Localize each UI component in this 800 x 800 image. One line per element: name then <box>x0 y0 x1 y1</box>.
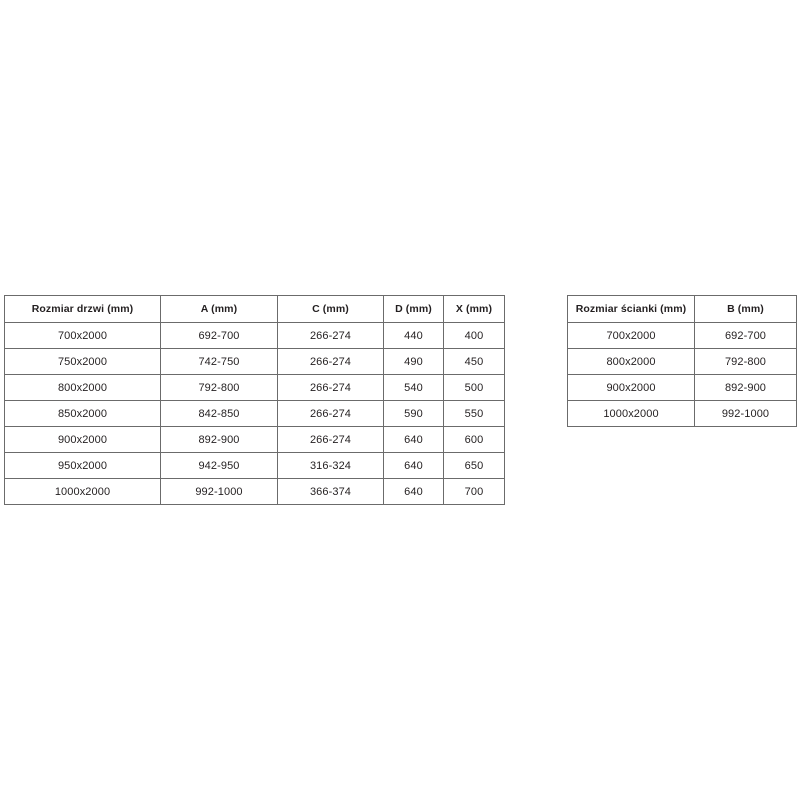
cell-c: 316-324 <box>277 452 384 479</box>
table-row: 850x2000 842-850 266-274 590 550 <box>4 400 505 427</box>
table-row: 700x2000 692-700 <box>567 322 797 349</box>
table-row: 800x2000 792-800 266-274 540 500 <box>4 374 505 401</box>
cell-size: 750x2000 <box>4 348 161 375</box>
cell-a: 942-950 <box>160 452 278 479</box>
cell-a: 892-900 <box>160 426 278 453</box>
doors-table-header-row: Rozmiar drzwi (mm) A (mm) C (mm) D (mm) … <box>4 295 505 323</box>
table-row: 1000x2000 992-1000 366-374 640 700 <box>4 478 505 505</box>
cell-size: 900x2000 <box>567 374 695 401</box>
table-row: 700x2000 692-700 266-274 440 400 <box>4 322 505 349</box>
cell-size: 1000x2000 <box>567 400 695 427</box>
doors-dimensions-table: Rozmiar drzwi (mm) A (mm) C (mm) D (mm) … <box>4 295 505 505</box>
table-row: 900x2000 892-900 <box>567 374 797 401</box>
table-row: 900x2000 892-900 266-274 640 600 <box>4 426 505 453</box>
cell-b: 992-1000 <box>694 400 797 427</box>
wall-table-header-row: Rozmiar ścianki (mm) B (mm) <box>567 295 797 323</box>
doors-col-header-c: C (mm) <box>277 295 384 323</box>
cell-size: 800x2000 <box>567 348 695 375</box>
cell-x: 400 <box>443 322 505 349</box>
doors-col-header-a: A (mm) <box>160 295 278 323</box>
table-row: 750x2000 742-750 266-274 490 450 <box>4 348 505 375</box>
cell-c: 366-374 <box>277 478 384 505</box>
cell-a: 792-800 <box>160 374 278 401</box>
cell-d: 440 <box>383 322 444 349</box>
table-row: 1000x2000 992-1000 <box>567 400 797 427</box>
table-row: 950x2000 942-950 316-324 640 650 <box>4 452 505 479</box>
cell-b: 892-900 <box>694 374 797 401</box>
cell-x: 450 <box>443 348 505 375</box>
wall-dimensions-table: Rozmiar ścianki (mm) B (mm) 700x2000 692… <box>567 295 797 427</box>
cell-a: 742-750 <box>160 348 278 375</box>
cell-d: 490 <box>383 348 444 375</box>
cell-x: 600 <box>443 426 505 453</box>
cell-x: 700 <box>443 478 505 505</box>
cell-size: 950x2000 <box>4 452 161 479</box>
doors-col-header-size: Rozmiar drzwi (mm) <box>4 295 161 323</box>
cell-d: 590 <box>383 400 444 427</box>
cell-x: 500 <box>443 374 505 401</box>
wall-col-header-b: B (mm) <box>694 295 797 323</box>
doors-col-header-d: D (mm) <box>383 295 444 323</box>
cell-size: 900x2000 <box>4 426 161 453</box>
cell-b: 792-800 <box>694 348 797 375</box>
doors-col-header-x: X (mm) <box>443 295 505 323</box>
cell-d: 540 <box>383 374 444 401</box>
cell-d: 640 <box>383 452 444 479</box>
cell-c: 266-274 <box>277 374 384 401</box>
cell-c: 266-274 <box>277 400 384 427</box>
cell-c: 266-274 <box>277 348 384 375</box>
cell-x: 650 <box>443 452 505 479</box>
cell-a: 992-1000 <box>160 478 278 505</box>
cell-a: 842-850 <box>160 400 278 427</box>
wall-col-header-size: Rozmiar ścianki (mm) <box>567 295 695 323</box>
cell-a: 692-700 <box>160 322 278 349</box>
cell-size: 800x2000 <box>4 374 161 401</box>
cell-c: 266-274 <box>277 426 384 453</box>
cell-d: 640 <box>383 478 444 505</box>
cell-size: 1000x2000 <box>4 478 161 505</box>
cell-c: 266-274 <box>277 322 384 349</box>
table-row: 800x2000 792-800 <box>567 348 797 375</box>
cell-size: 700x2000 <box>4 322 161 349</box>
cell-size: 850x2000 <box>4 400 161 427</box>
cell-d: 640 <box>383 426 444 453</box>
cell-x: 550 <box>443 400 505 427</box>
cell-b: 692-700 <box>694 322 797 349</box>
cell-size: 700x2000 <box>567 322 695 349</box>
